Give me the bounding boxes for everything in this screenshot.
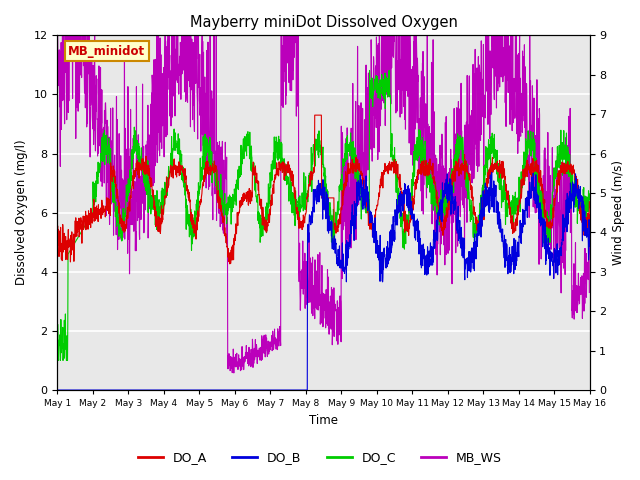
Title: Mayberry miniDot Dissolved Oxygen: Mayberry miniDot Dissolved Oxygen bbox=[189, 15, 458, 30]
Text: MB_minidot: MB_minidot bbox=[68, 45, 145, 58]
Y-axis label: Dissolved Oxygen (mg/l): Dissolved Oxygen (mg/l) bbox=[15, 140, 28, 286]
Legend: DO_A, DO_B, DO_C, MB_WS: DO_A, DO_B, DO_C, MB_WS bbox=[133, 446, 507, 469]
Y-axis label: Wind Speed (m/s): Wind Speed (m/s) bbox=[612, 160, 625, 265]
X-axis label: Time: Time bbox=[309, 414, 338, 427]
